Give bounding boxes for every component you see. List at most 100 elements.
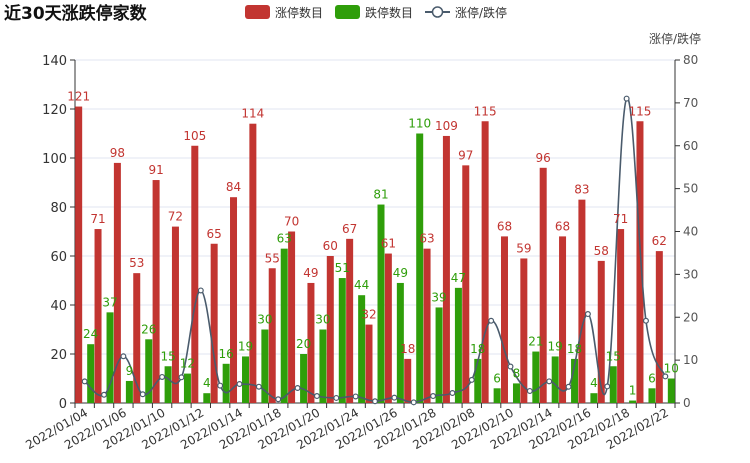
- left-tick-label-60: 60: [50, 250, 67, 265]
- bar-up: [113, 162, 121, 403]
- ratio-point: [507, 363, 514, 370]
- label-up: 55: [265, 251, 280, 265]
- label-up: 65: [207, 227, 222, 241]
- label-down: 47: [451, 271, 466, 285]
- ratio-point: [662, 373, 669, 380]
- bar-up: [617, 229, 625, 403]
- ratio-point: [584, 311, 591, 318]
- bar-down: [435, 307, 443, 403]
- right-tick-label-50: 50: [683, 182, 698, 196]
- bar-down: [319, 329, 327, 403]
- bar-down: [87, 344, 95, 403]
- label-up: 32: [361, 308, 376, 322]
- label-up: 115: [629, 104, 652, 118]
- bar-down: [416, 133, 424, 403]
- right-tick-label-60: 60: [683, 139, 698, 153]
- legend-marker-2: [431, 6, 444, 18]
- label-up: 70: [284, 215, 299, 229]
- left-tick-label-0: 0: [59, 397, 67, 412]
- label-up: 121: [67, 90, 90, 104]
- bar-up: [210, 243, 218, 403]
- right-tick-label-0: 0: [683, 396, 691, 410]
- label-down: 4: [203, 376, 211, 390]
- label-down: 15: [606, 349, 621, 363]
- label-up: 68: [497, 219, 512, 233]
- bar-up: [462, 165, 470, 403]
- ratio-point: [526, 387, 533, 394]
- label-up: 18: [400, 342, 415, 356]
- label-up: 62: [652, 234, 667, 248]
- ratio-point: [604, 383, 611, 390]
- label-down: 51: [335, 261, 350, 275]
- label-up: 60: [323, 239, 338, 253]
- ratio-point: [159, 373, 166, 380]
- ratio-point: [565, 383, 572, 390]
- bar-down: [300, 354, 308, 403]
- bar-down: [512, 383, 520, 403]
- label-up: 53: [129, 256, 144, 270]
- legend: 涨停数目 跌停数目 涨停/跌停: [245, 5, 507, 20]
- label-up: 114: [241, 107, 264, 121]
- bar-down: [183, 373, 191, 403]
- ratio-point: [313, 393, 320, 400]
- legend-swatch-0: [245, 5, 270, 19]
- bar-up: [365, 324, 373, 403]
- bar-down: [242, 356, 250, 403]
- label-down: 20: [296, 337, 311, 351]
- label-down: 26: [141, 322, 156, 336]
- ratio-point: [255, 383, 262, 390]
- bar-down: [106, 312, 114, 403]
- label-up: 98: [110, 146, 125, 160]
- left-tick-label-140: 140: [42, 54, 67, 69]
- ratio-point: [120, 353, 127, 360]
- bar-down: [396, 282, 404, 403]
- label-down: 16: [219, 347, 234, 361]
- right-tick-label-20: 20: [683, 310, 698, 324]
- ratio-line: [81, 95, 669, 406]
- bar-down: [280, 248, 288, 403]
- ratio-point: [197, 287, 204, 294]
- bar-up: [249, 123, 257, 403]
- bar-down: [338, 278, 346, 403]
- bar-down: [164, 366, 172, 403]
- ratio-point: [217, 382, 224, 389]
- bar-down: [454, 287, 462, 403]
- bar-up: [133, 273, 141, 403]
- right-tick-label-80: 80: [683, 53, 698, 67]
- right-tick-label-70: 70: [683, 96, 698, 110]
- bar-down: [590, 393, 598, 403]
- label-up: 59: [516, 241, 531, 255]
- label-up: 109: [435, 119, 458, 133]
- bar-up: [442, 135, 450, 403]
- bar-up: [500, 236, 508, 403]
- label-down: 81: [373, 188, 388, 202]
- ratio-point: [449, 390, 456, 397]
- label-up: 72: [168, 210, 183, 224]
- right-tick-label-30: 30: [683, 267, 698, 281]
- bar-up: [597, 260, 605, 403]
- ratio-point: [488, 317, 495, 324]
- ratio-point: [372, 398, 379, 405]
- label-up: 71: [613, 212, 628, 226]
- label-down: 18: [470, 342, 485, 356]
- right-tick-label-10: 10: [683, 353, 698, 367]
- legend-label-0: 涨停数目: [275, 5, 323, 20]
- ratio-point: [236, 381, 243, 388]
- legend-label-1: 跌停数目: [365, 5, 413, 20]
- left-tick-label-20: 20: [50, 348, 67, 363]
- label-down: 19: [238, 339, 253, 353]
- ratio-point: [101, 391, 108, 398]
- bar-up: [384, 253, 392, 403]
- bar-down: [551, 356, 559, 403]
- label-up: 61: [381, 237, 396, 251]
- bar-down: [222, 363, 230, 403]
- bar-up: [423, 248, 431, 403]
- bar-down: [648, 388, 656, 403]
- label-down: 12: [180, 357, 195, 371]
- label-down: 30: [315, 313, 330, 327]
- ratio-point: [468, 376, 475, 383]
- label-up: 67: [342, 222, 357, 236]
- label-down: 39: [431, 290, 446, 304]
- label-up: 49: [303, 266, 318, 280]
- label-down: 37: [102, 295, 117, 309]
